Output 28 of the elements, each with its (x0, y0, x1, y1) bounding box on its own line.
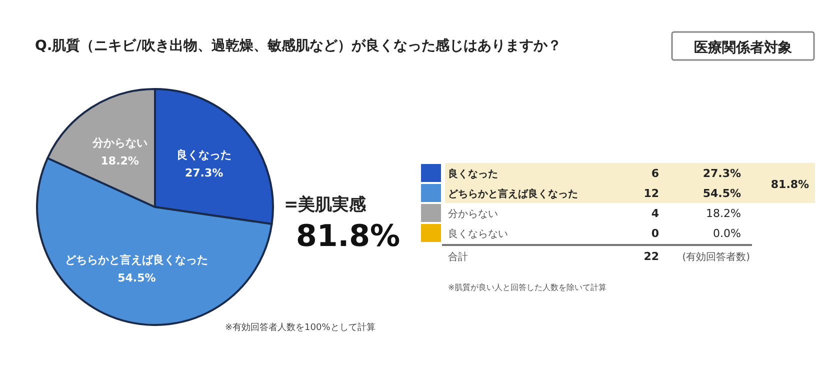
legend-label: 分からない (448, 208, 498, 220)
slice-label: どちらかと言えば良くなった (65, 253, 208, 266)
text: (有効回答者数) (682, 251, 750, 263)
text: 0 (651, 227, 660, 240)
text: 0.0% (713, 227, 741, 240)
text: ※肌質が良い人と回答した人数を除いて計算 (448, 283, 607, 292)
text: ※有効回答者人数を100%として計算 (225, 322, 376, 333)
text: 4 (651, 207, 660, 220)
legend-label: 良くならない (448, 228, 508, 240)
text: 医療関係者対象 (694, 39, 792, 56)
text: 6 (651, 167, 660, 180)
slice-label: 分からない (91, 136, 148, 150)
text: 12 (644, 187, 659, 200)
text: 22 (644, 250, 659, 263)
data-label: 18.2% (100, 154, 139, 168)
legend-label: 良くなった (448, 168, 498, 180)
chart-title: Q.肌質（ニキビ/吹き出物、過乾燥、敏感肌など）が良くなった感じはありますか？ (35, 37, 562, 54)
data-label: 54.5% (118, 271, 156, 284)
text: 合計 (448, 251, 468, 263)
data-label: 27.3% (185, 166, 224, 180)
text: 54.5% (702, 187, 741, 200)
text: 18.2% (706, 207, 741, 220)
text: 81.8% (770, 178, 810, 191)
text: =美肌実感 (284, 195, 368, 215)
text: 27.3% (702, 167, 741, 180)
slice-label: 良くなった (176, 148, 232, 162)
text: 81.8% (296, 219, 400, 254)
legend-label: どちらかと言えば良くなった (448, 188, 578, 200)
